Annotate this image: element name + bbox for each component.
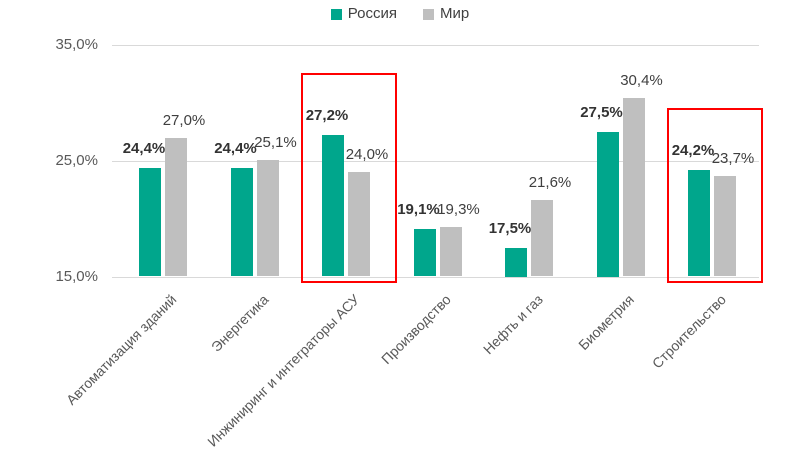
x-axis-category-label: Энергетика	[207, 291, 272, 355]
y-axis-tick-label: 15,0%	[55, 267, 98, 285]
value-label-world: 23,7%	[711, 149, 755, 167]
x-axis-category-label: Биометрия	[575, 291, 638, 354]
bar-russia	[139, 167, 161, 277]
gridline	[112, 276, 759, 278]
bar-world	[348, 172, 370, 277]
value-label-russia: 24,2%	[671, 142, 715, 159]
value-label-russia: 27,2%	[305, 107, 349, 125]
x-axis-category-label: Инжиниринг и интеграторы АСУ	[204, 291, 363, 450]
bar-russia	[413, 229, 436, 277]
bar-world	[256, 159, 279, 277]
value-label-world: 21,6%	[528, 174, 572, 192]
y-axis-tick-label: 25,0%	[55, 151, 98, 169]
value-label-world: 27,0%	[162, 111, 206, 129]
x-axis-category-label: Строительство	[648, 291, 729, 372]
value-label-russia: 24,4%	[214, 139, 257, 157]
value-label-world: 24,0%	[345, 146, 389, 164]
legend-label-world: Мир	[439, 5, 470, 22]
value-label-world: 19,3%	[437, 200, 480, 218]
bar-russia	[505, 247, 527, 277]
bar-world	[531, 200, 553, 277]
x-axis-category-label: Производство	[378, 291, 455, 368]
value-label-russia: 27,5%	[580, 103, 623, 121]
y-axis-tick-label: 35,0%	[55, 36, 98, 53]
bar-russia	[688, 170, 710, 277]
value-label-russia: 24,4%	[122, 139, 166, 157]
bar-russia	[596, 131, 619, 277]
x-axis-category-label: Автоматизация зданий	[63, 291, 180, 408]
bar-world	[714, 175, 736, 277]
legend-swatch-world-icon	[422, 8, 434, 20]
legend-item-russia: Россия	[330, 5, 397, 22]
value-label-russia: 19,1%	[397, 201, 440, 219]
legend: Россия Мир	[0, 4, 800, 24]
bar-world	[439, 226, 462, 277]
legend-swatch-russia-icon	[330, 8, 342, 20]
bar-world	[622, 98, 645, 277]
legend-label-russia: Россия	[347, 5, 397, 22]
value-label-world: 30,4%	[620, 72, 663, 90]
gridline	[112, 45, 759, 46]
value-label-russia: 17,5%	[488, 219, 532, 237]
legend-item-world: Мир	[422, 5, 470, 22]
gridline	[112, 160, 759, 162]
bar-russia	[230, 167, 253, 277]
value-label-world: 25,1%	[254, 133, 297, 151]
bar-russia	[322, 135, 344, 277]
bar-world	[165, 137, 187, 277]
x-axis-category-label: Нефть и газ	[479, 291, 546, 358]
